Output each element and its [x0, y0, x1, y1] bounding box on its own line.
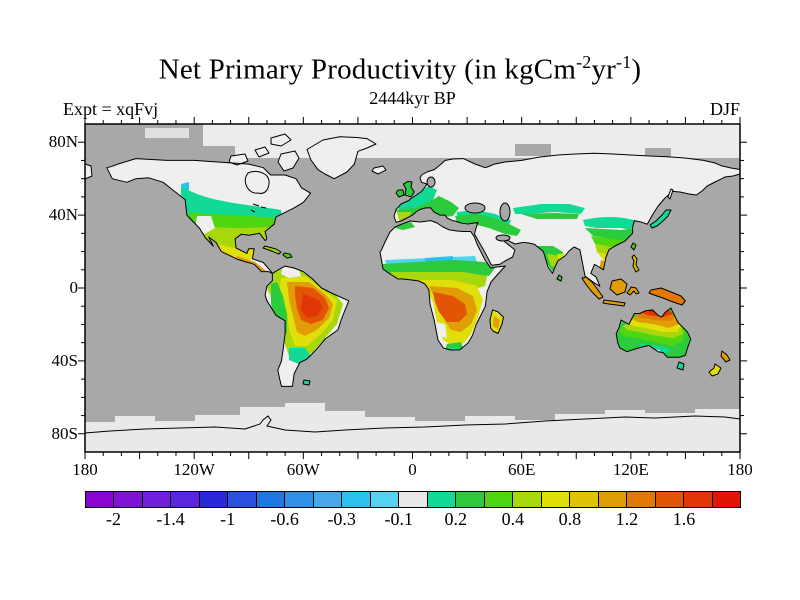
- colorbar-cell: [369, 492, 399, 507]
- lon-axis-label: 120W: [173, 460, 215, 479]
- lat-axis-label: 40N: [48, 205, 78, 225]
- colorbar-label: 1.6: [672, 509, 696, 529]
- colorbar-cell: [654, 492, 684, 507]
- ireland: [395, 189, 405, 198]
- colorbar-cell: [512, 492, 541, 507]
- npp-regions-australia: [616, 308, 691, 358]
- colorbar-cell: [626, 492, 655, 507]
- lon-axis-label: 60W: [286, 460, 320, 479]
- colorbar-cell: [312, 492, 342, 507]
- season-label: DJF: [709, 99, 740, 119]
- colorbar-cell: [141, 492, 171, 507]
- colorbar-cell: [455, 492, 484, 507]
- japan: [649, 209, 672, 229]
- islands: [262, 180, 731, 386]
- axis-ticks: [78, 117, 747, 459]
- hudson-bay-outline: [244, 170, 270, 194]
- colorbar-cell: [426, 492, 456, 507]
- tasmania: [676, 361, 685, 371]
- sri-lanka: [556, 274, 563, 282]
- lat-axis-label: 80S: [51, 423, 78, 443]
- sumatra: [581, 276, 604, 300]
- colorbar-label: -1.4: [156, 509, 185, 529]
- colorbar-cell: [170, 492, 199, 507]
- colorbar-cell: [113, 492, 142, 507]
- colorbar-cell: [569, 492, 598, 507]
- caspian-sea: [499, 202, 511, 222]
- great-lakes: [250, 203, 267, 213]
- colorbar: [85, 491, 741, 508]
- sulawesi: [626, 286, 640, 296]
- lon-axis-label: 0: [408, 460, 417, 479]
- inland-seas: [426, 176, 511, 242]
- colorbar-label: -0.3: [327, 509, 356, 529]
- colorbar-label: 1.2: [615, 509, 639, 529]
- colorbar-cell: [255, 492, 285, 507]
- colorbar-cell: [284, 492, 313, 507]
- experiment-label: Expt = xqFvj: [63, 99, 159, 119]
- persian-gulf: [495, 234, 511, 242]
- colorbar-label: -0.6: [270, 509, 299, 529]
- colorbar-cell: [198, 492, 228, 507]
- philippines: [631, 254, 640, 273]
- figure-title: Net Primary Productivity (in kgCm-2yr-1): [0, 52, 800, 87]
- colorbar-label: -0.1: [384, 509, 413, 529]
- colorbar-label: -2: [106, 509, 122, 529]
- colorbar-cell: [540, 492, 570, 507]
- colorbar-label: -1: [220, 509, 236, 529]
- colorbar-cell: [683, 492, 712, 507]
- title-exponent-1: -2: [576, 52, 592, 72]
- colorbar-cell: [597, 492, 627, 507]
- colorbar-cell: [711, 492, 741, 507]
- colorbar-label: 0.4: [501, 509, 525, 529]
- colorbar-cell: [86, 492, 114, 507]
- hispaniola: [282, 252, 293, 259]
- title-text-3: ): [631, 53, 642, 86]
- black-sea: [464, 202, 486, 214]
- lon-axis-label: 180: [72, 460, 98, 479]
- borneo: [609, 278, 628, 296]
- sakhalin: [667, 188, 674, 200]
- lat-axis-label: 40S: [51, 350, 78, 370]
- cuba: [262, 245, 282, 255]
- lat-axis-label: 80N: [48, 132, 78, 152]
- taiwan: [630, 242, 637, 251]
- colorbar-label: 0.2: [444, 509, 468, 529]
- arctic-ice: [145, 124, 740, 158]
- colorbar-cell: [227, 492, 256, 507]
- falkland: [302, 379, 311, 386]
- new-guinea: [648, 287, 686, 306]
- lon-axis-label: 120E: [612, 460, 649, 479]
- lon-axis-label: 180: [727, 460, 753, 479]
- title-exponent-2: -1: [616, 52, 632, 72]
- lon-axis-label: 60E: [507, 460, 536, 479]
- colorbar-cell: [398, 492, 427, 507]
- baltic-sea: [426, 176, 436, 188]
- npp-regions-africa: [381, 222, 504, 350]
- title-text-2: yr: [591, 53, 617, 86]
- colorbar-label: 0.8: [558, 509, 582, 529]
- world-map: [78, 117, 747, 459]
- colorbar-cell: [483, 492, 513, 507]
- lat-axis-label: 0: [69, 278, 79, 297]
- java: [602, 299, 626, 307]
- title-text: Net Primary Productivity (in kgCm: [158, 53, 577, 86]
- new-zealand-south: [708, 363, 722, 377]
- colorbar-cell: [341, 492, 370, 507]
- figure-subtitle: 2444kyr BP: [369, 88, 456, 108]
- antarctica-ice: [84, 403, 741, 452]
- uk: [402, 180, 415, 198]
- coastlines: [84, 133, 741, 387]
- new-zealand-north: [720, 350, 731, 363]
- continent-greenland: [307, 136, 376, 179]
